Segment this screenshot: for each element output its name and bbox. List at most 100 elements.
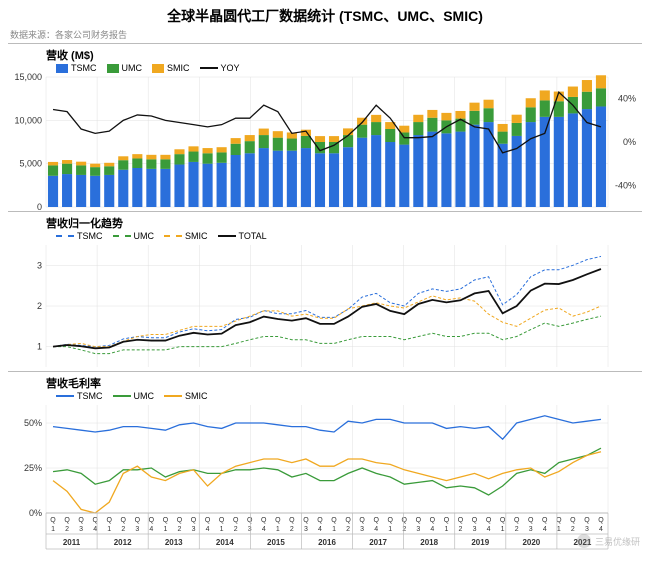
svg-text:Q: Q <box>121 517 127 524</box>
svg-text:2016: 2016 <box>318 538 336 547</box>
svg-text:1: 1 <box>444 526 448 533</box>
svg-text:2: 2 <box>346 526 350 533</box>
svg-text:0%: 0% <box>29 508 42 518</box>
panel2-title: 营收归一化趋势 <box>8 212 642 231</box>
svg-text:2: 2 <box>178 526 182 533</box>
svg-text:Q: Q <box>345 517 351 524</box>
svg-text:1: 1 <box>107 526 111 533</box>
svg-text:Q: Q <box>233 517 239 524</box>
panel3-chart: 0% 25% 50% Q 1 Q 2 Q 3 Q 4 Q 1 Q 2 Q 3 Q 4 Q 1 Q 2 Q 3 Q 4 Q 1 Q 2 Q 3 Q 4… <box>8 401 642 566</box>
svg-text:Q: Q <box>317 517 323 524</box>
svg-text:2: 2 <box>402 526 406 533</box>
svg-text:2: 2 <box>515 526 519 533</box>
svg-text:Q: Q <box>570 517 576 524</box>
svg-text:Q: Q <box>50 517 56 524</box>
svg-text:2: 2 <box>121 526 125 533</box>
panel2-chart: 1 2 3 <box>8 241 642 371</box>
svg-text:15,000: 15,000 <box>14 73 42 82</box>
svg-text:Q: Q <box>430 517 436 524</box>
svg-text:1: 1 <box>37 342 42 352</box>
svg-text:0: 0 <box>37 202 42 211</box>
svg-text:4: 4 <box>93 526 97 533</box>
svg-text:40%: 40% <box>618 94 636 104</box>
svg-text:-40%: -40% <box>615 180 636 190</box>
svg-text:3: 3 <box>529 526 533 533</box>
svg-text:1: 1 <box>388 526 392 533</box>
svg-text:3: 3 <box>79 526 83 533</box>
svg-text:4: 4 <box>599 526 603 533</box>
svg-text:Q: Q <box>135 517 141 524</box>
svg-text:Q: Q <box>331 517 337 524</box>
svg-text:Q: Q <box>303 517 309 524</box>
svg-text:50%: 50% <box>24 418 42 428</box>
svg-text:2: 2 <box>459 526 463 533</box>
svg-text:2: 2 <box>37 301 42 311</box>
svg-text:Q: Q <box>387 517 393 524</box>
svg-text:2: 2 <box>234 526 238 533</box>
svg-text:4: 4 <box>543 526 547 533</box>
svg-text:0%: 0% <box>623 137 636 147</box>
svg-text:2017: 2017 <box>369 538 387 547</box>
svg-text:1: 1 <box>220 526 224 533</box>
panel-normalized: 营收归一化趋势 TSMCUMCSMICTOTAL 123 <box>8 211 642 371</box>
svg-text:4: 4 <box>149 526 153 533</box>
svg-text:2020: 2020 <box>522 538 540 547</box>
svg-text:Q: Q <box>92 517 98 524</box>
svg-text:Q: Q <box>542 517 548 524</box>
svg-text:Q: Q <box>584 517 590 524</box>
svg-text:Q: Q <box>373 517 379 524</box>
panel-revenue: 营收 (M$) TSMCUMCSMICYOY 05,00010,00015,00… <box>8 43 642 211</box>
panel1-legend: TSMCUMCSMICYOY <box>8 63 642 73</box>
svg-text:5,000: 5,000 <box>19 159 42 169</box>
svg-text:1: 1 <box>163 526 167 533</box>
watermark-text: 三易优缘研 <box>595 535 640 548</box>
panel1-title: 营收 (M$) <box>8 44 642 63</box>
panel3-title: 营收毛利率 <box>8 372 642 391</box>
svg-text:Q: Q <box>177 517 183 524</box>
watermark: 三易优缘研 <box>577 534 640 548</box>
svg-text:1: 1 <box>557 526 561 533</box>
svg-text:2011: 2011 <box>63 538 81 547</box>
source-label: 数据来源：各家公司财务报告 <box>10 28 642 41</box>
svg-text:1: 1 <box>51 526 55 533</box>
svg-text:2: 2 <box>65 526 69 533</box>
svg-text:3: 3 <box>192 526 196 533</box>
svg-text:Q: Q <box>598 517 604 524</box>
chart-title: 全球半晶圆代工厂数据统计 (TSMC、UMC、SMIC) <box>8 6 642 26</box>
panel3-legend: TSMCUMCSMIC <box>8 391 642 401</box>
svg-text:Q: Q <box>78 517 84 524</box>
svg-text:4: 4 <box>430 526 434 533</box>
svg-text:4: 4 <box>374 526 378 533</box>
svg-text:Q: Q <box>444 517 450 524</box>
svg-text:4: 4 <box>487 526 491 533</box>
svg-text:4: 4 <box>318 526 322 533</box>
svg-text:Q: Q <box>528 517 534 524</box>
svg-text:1: 1 <box>332 526 336 533</box>
svg-text:3: 3 <box>135 526 139 533</box>
svg-text:1: 1 <box>276 526 280 533</box>
svg-text:2012: 2012 <box>114 538 132 547</box>
svg-text:2014: 2014 <box>216 538 234 547</box>
svg-text:Q: Q <box>191 517 197 524</box>
panel-margin: 营收毛利率 TSMCUMCSMIC 0% 25% 50% Q 1 Q 2 Q 3 Q 4 Q 1 Q 2 Q 3… <box>8 371 642 566</box>
svg-text:Q: Q <box>486 517 492 524</box>
svg-text:Q: Q <box>205 517 211 524</box>
svg-text:3: 3 <box>585 526 589 533</box>
svg-text:Q: Q <box>64 517 70 524</box>
svg-text:Q: Q <box>149 517 155 524</box>
svg-text:3: 3 <box>37 260 42 270</box>
svg-text:Q: Q <box>289 517 295 524</box>
svg-text:3: 3 <box>248 526 252 533</box>
svg-text:Q: Q <box>219 517 225 524</box>
svg-text:2019: 2019 <box>471 538 489 547</box>
svg-text:Q: Q <box>163 517 169 524</box>
svg-text:2: 2 <box>290 526 294 533</box>
svg-text:Q: Q <box>275 517 281 524</box>
svg-text:Q: Q <box>472 517 478 524</box>
svg-text:3: 3 <box>304 526 308 533</box>
svg-text:25%: 25% <box>24 463 42 473</box>
svg-text:2018: 2018 <box>420 538 438 547</box>
svg-text:Q: Q <box>500 517 506 524</box>
svg-text:2013: 2013 <box>165 538 183 547</box>
svg-text:Q: Q <box>416 517 422 524</box>
